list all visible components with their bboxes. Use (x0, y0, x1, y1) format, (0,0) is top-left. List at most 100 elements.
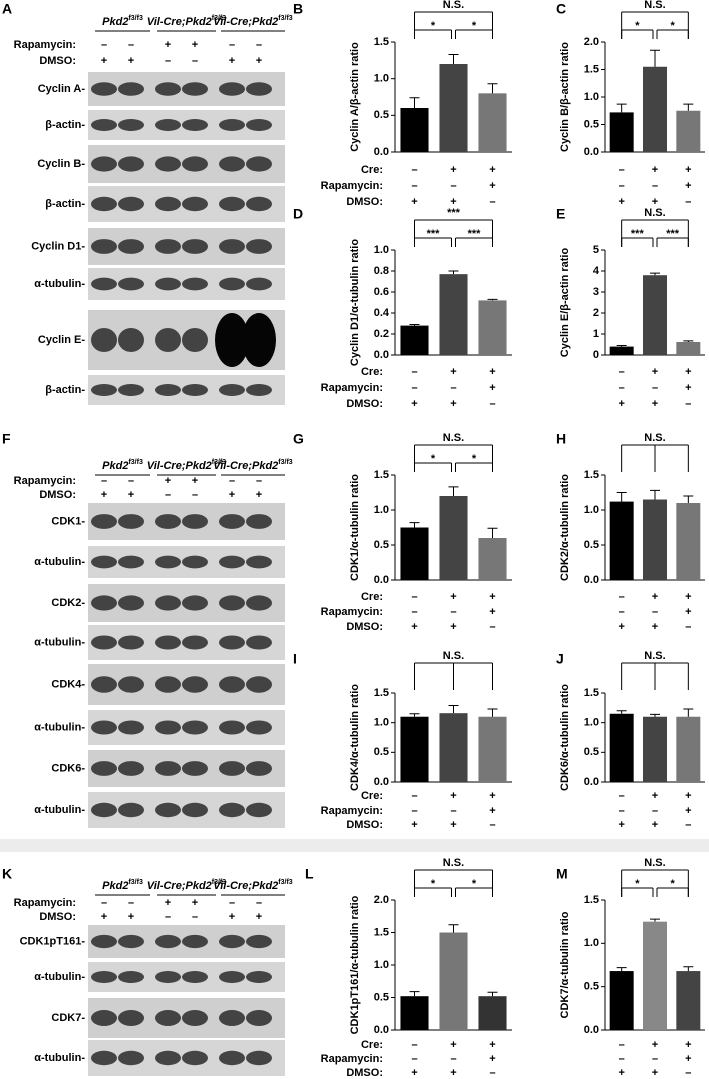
blot-band (182, 802, 208, 818)
condition-sign: – (619, 366, 625, 378)
blot-band (155, 514, 181, 529)
y-tick-label: 0.5 (374, 746, 389, 758)
blot-band (182, 82, 208, 96)
condition-sign: – (652, 382, 658, 394)
condition-sign: + (450, 164, 456, 176)
blot-band (155, 196, 181, 212)
error-bar (448, 704, 459, 714)
y-tick-label: 1.0 (584, 717, 599, 729)
significance-bracket (621, 662, 689, 690)
blot-band (219, 720, 245, 735)
blot-band (155, 1010, 181, 1026)
blot-band (91, 635, 117, 650)
blot-band (246, 971, 272, 983)
condition-sign: + (652, 819, 658, 831)
treatment-label: DMSO: (39, 911, 76, 923)
condition-sign: – (489, 398, 495, 410)
error-bar (448, 924, 459, 933)
group-prefix: Vil-Cre; (147, 880, 186, 892)
treatment-label: Rapamycin: (14, 897, 76, 909)
condition-sign: – (619, 382, 625, 394)
group-gene: Pkd2 (186, 16, 212, 28)
pair-bracket (414, 887, 452, 897)
panel-label: G (293, 431, 304, 447)
y-tick-label: 4 (593, 265, 600, 277)
treatment-sign: – (192, 489, 198, 501)
significance-label: N.S. (644, 432, 665, 444)
error-bar (616, 103, 627, 113)
bar (643, 499, 667, 580)
blot-band (155, 676, 181, 693)
y-tick-label: 1.5 (584, 63, 599, 75)
blot-band (91, 328, 117, 352)
blot-band (155, 802, 181, 818)
error-bar (683, 103, 694, 111)
group-prefix: Vil-Cre; (147, 16, 186, 28)
condition-sign: – (685, 196, 691, 208)
condition-sign: + (489, 591, 495, 603)
blot-band (118, 676, 144, 693)
panel-label: K (2, 866, 12, 882)
y-tick-label: 0.8 (374, 265, 389, 277)
pair-bracket (621, 887, 654, 897)
condition-sign: – (652, 180, 658, 192)
separator (0, 839, 709, 852)
treatment-sign: – (256, 475, 262, 487)
y-tick-label: 1.5 (584, 894, 599, 906)
y-tick-label: 0.5 (374, 539, 389, 551)
blot-band (91, 277, 117, 291)
treatment-sign: + (192, 475, 198, 487)
blot-band (91, 555, 117, 569)
band-label: α-tubulin- (34, 636, 85, 648)
treatment-sign: + (165, 897, 171, 909)
bar (609, 713, 634, 782)
bar (643, 66, 667, 152)
panel-label: E (556, 206, 565, 222)
panel-label: D (293, 206, 303, 222)
y-tick-label: 0.0 (374, 1024, 389, 1036)
error-bar (409, 991, 420, 997)
condition-label: DMSO: (346, 1067, 383, 1079)
significance-label: N.S. (443, 432, 464, 444)
treatment-sign: + (256, 911, 262, 923)
condition-sign: – (411, 1039, 417, 1051)
y-tick-label: 0.6 (374, 286, 389, 298)
y-tick-label: 1.0 (374, 504, 389, 516)
pair-label: * (472, 20, 477, 32)
error-bar (650, 49, 660, 67)
condition-label: DMSO: (346, 196, 383, 208)
bar (609, 971, 634, 1030)
condition-sign: – (450, 606, 456, 618)
error-bar (409, 97, 420, 108)
treatment-sign: – (229, 897, 235, 909)
treatment-sign: + (128, 911, 134, 923)
y-tick-label: 1.0 (374, 73, 389, 85)
pair-label: * (431, 453, 436, 465)
error-bar (616, 710, 627, 714)
blot-band (118, 802, 144, 818)
blot-band (155, 328, 181, 352)
blot-band (91, 720, 117, 735)
significance-bracket (621, 11, 689, 39)
condition-sign: – (489, 621, 495, 633)
condition-sign: – (685, 819, 691, 831)
band-label: α-tubulin- (34, 721, 85, 733)
condition-label: DMSO: (346, 398, 383, 410)
band-label: Cyclin E- (38, 334, 85, 346)
blot-band (246, 555, 272, 569)
y-tick-label: 0.4 (374, 307, 390, 319)
error-bar (448, 53, 459, 64)
pair-bracket (656, 237, 689, 247)
y-tick-label: 1.0 (584, 504, 599, 516)
condition-label: Cre: (361, 790, 383, 802)
condition-sign: + (685, 805, 691, 817)
group-gene: Pkd2 (186, 880, 212, 892)
blot-band (91, 514, 117, 529)
group-label: Vil-Cre;Pkd2f3/f3 (147, 459, 227, 472)
error-bar (683, 340, 694, 342)
band-label: β-actin- (45, 384, 85, 396)
y-tick-label: 1.5 (374, 469, 389, 481)
pair-bracket (455, 29, 493, 39)
condition-label: Rapamycin: (321, 805, 383, 817)
blot-band (91, 239, 117, 254)
